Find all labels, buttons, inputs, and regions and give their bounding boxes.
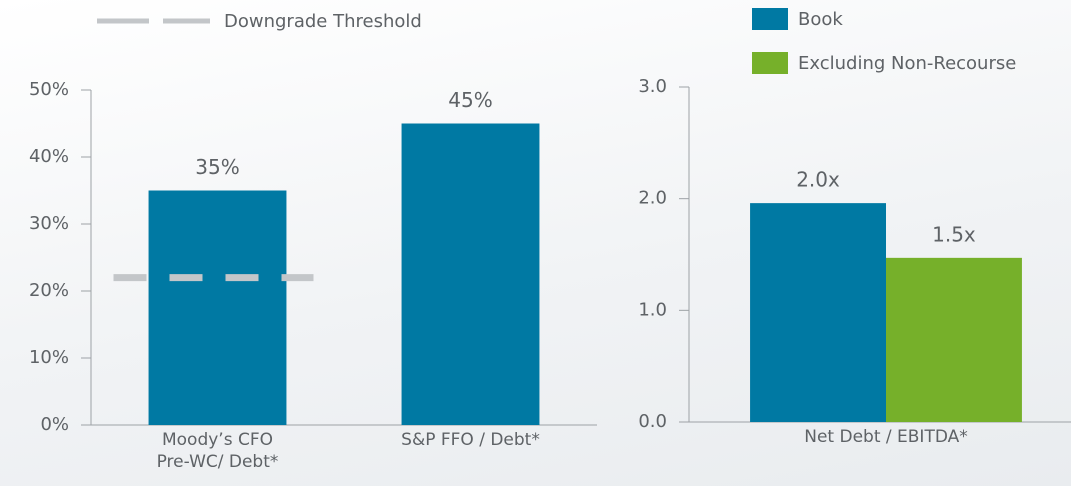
legend-swatch [752, 8, 788, 30]
value-label: 1.5x [932, 222, 976, 246]
y-tick-label: 1.0 [638, 299, 667, 320]
legend-label: Excluding Non-Recourse [798, 53, 1016, 74]
legend-swatch [752, 52, 788, 74]
y-tick-label: 0% [40, 414, 69, 435]
y-tick-label: 0.0 [638, 411, 667, 432]
x-tick-label-box: Moody’s CFO Pre-WC/ Debt* [156, 430, 279, 472]
bar [148, 190, 287, 425]
y-tick-label: 40% [29, 146, 69, 167]
x-tick-label-box: Net Debt / EBITDA* [804, 427, 968, 447]
y-tick-label: 50% [29, 79, 69, 100]
y-tick-label: 10% [29, 347, 69, 368]
legend-label: Downgrade Threshold [224, 11, 422, 32]
bar [886, 257, 1022, 422]
y-tick-label: 2.0 [638, 188, 667, 209]
y-tick-label: 30% [29, 213, 69, 234]
y-tick-label: 3.0 [638, 76, 667, 97]
legend-label: Book [798, 9, 843, 30]
x-tick-label: Moody’s CFO Pre-WC/ Debt* [156, 430, 279, 472]
x-tick-label: Net Debt / EBITDA* [804, 427, 968, 447]
value-label: 35% [195, 155, 239, 179]
bar [750, 203, 886, 422]
bar [401, 123, 540, 425]
x-tick-label-box: S&P FFO / Debt* [401, 430, 540, 450]
value-label: 2.0x [796, 168, 840, 192]
y-tick-label: 20% [29, 280, 69, 301]
value-label: 45% [448, 88, 492, 112]
x-tick-label: S&P FFO / Debt* [401, 430, 540, 450]
